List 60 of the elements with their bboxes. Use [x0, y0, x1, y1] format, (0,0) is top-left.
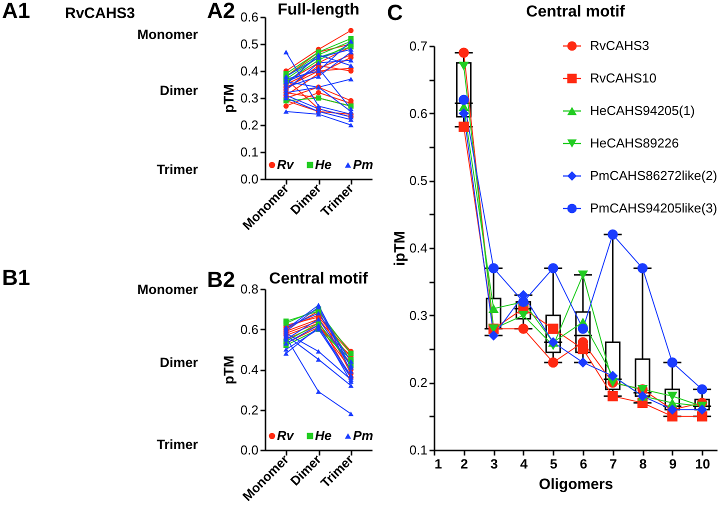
- y-tick-label: 0.3: [409, 308, 428, 323]
- y-tick-label: 0.0: [240, 442, 258, 458]
- legend-label: HeCAHS89226: [590, 136, 679, 150]
- y-tick-label: 0.2: [240, 118, 258, 132]
- x-tick-label: 5: [550, 456, 558, 472]
- text: RvCAHS3: [64, 5, 136, 22]
- legend-label: He: [315, 428, 332, 443]
- y-tick-label: 0.5: [409, 173, 428, 188]
- x-tick-label: 6: [580, 456, 588, 472]
- y-tick-label: 0.6: [240, 10, 258, 24]
- legend-label: RvCAHS10: [590, 70, 656, 86]
- chart-title: Central motif: [269, 270, 369, 288]
- y-axis-title: pTM: [220, 356, 236, 384]
- legend-label: Pm: [353, 157, 374, 172]
- y-tick-label: 0.5: [240, 36, 258, 52]
- text: B2: [207, 267, 236, 292]
- legend-label: HeCAHS94205(1): [590, 103, 695, 118]
- x-tick-label: 1: [434, 456, 442, 472]
- y-tick-label: 0.1: [409, 442, 428, 458]
- text: Dimer: [160, 355, 199, 370]
- y-axis-title: pTM: [220, 84, 236, 113]
- legend-label: Rv: [277, 428, 294, 443]
- x-tick-label: 4: [520, 456, 528, 472]
- chart-title: Central motif: [526, 4, 626, 20]
- y-tick-label: 0.8: [240, 282, 258, 296]
- y-tick-label: 0.6: [240, 322, 258, 337]
- legend-label: He: [315, 157, 332, 172]
- x-tick-label: 7: [609, 456, 617, 472]
- y-axis-title: ipTM: [391, 231, 408, 266]
- text: C: [387, 0, 403, 25]
- text: A1: [2, 0, 30, 23]
- legend-label: PmCAHS86272like(2): [590, 168, 718, 183]
- y-tick-label: 0.2: [240, 402, 258, 418]
- legend-label: PmCAHS94205like(3): [590, 200, 718, 216]
- x-tick-label: 9: [669, 456, 677, 472]
- text: Trimer: [156, 162, 199, 177]
- legend-label: Pm: [353, 428, 374, 443]
- y-tick-label: 0.0: [240, 172, 258, 186]
- text: A2: [207, 0, 236, 23]
- text: Trimer: [156, 437, 199, 452]
- y-tick-label: 0.6: [409, 106, 428, 121]
- text: Monomer: [137, 27, 199, 42]
- x-axis-title: Oligomers: [538, 476, 614, 493]
- text: B1: [2, 265, 30, 290]
- y-tick-label: 0.7: [409, 38, 428, 54]
- text: Dimer: [160, 83, 199, 98]
- x-tick-label: 10: [695, 456, 710, 472]
- chart-title: Full-length: [278, 2, 360, 18]
- legend-label: Rv: [277, 157, 294, 172]
- text: Monomer: [137, 282, 199, 297]
- x-tick-label: 8: [639, 456, 648, 472]
- y-tick-label: 0.4: [240, 64, 258, 78]
- x-tick-label: 2: [460, 456, 468, 472]
- y-tick-label: 0.2: [409, 375, 428, 390]
- y-tick-label: 0.1: [240, 144, 258, 160]
- legend-label: RvCAHS3: [590, 38, 650, 53]
- y-tick-label: 0.3: [240, 90, 258, 106]
- y-tick-label: 0.4: [409, 240, 428, 256]
- y-tick-label: 0.4: [240, 362, 258, 377]
- x-tick-label: 3: [490, 456, 498, 472]
